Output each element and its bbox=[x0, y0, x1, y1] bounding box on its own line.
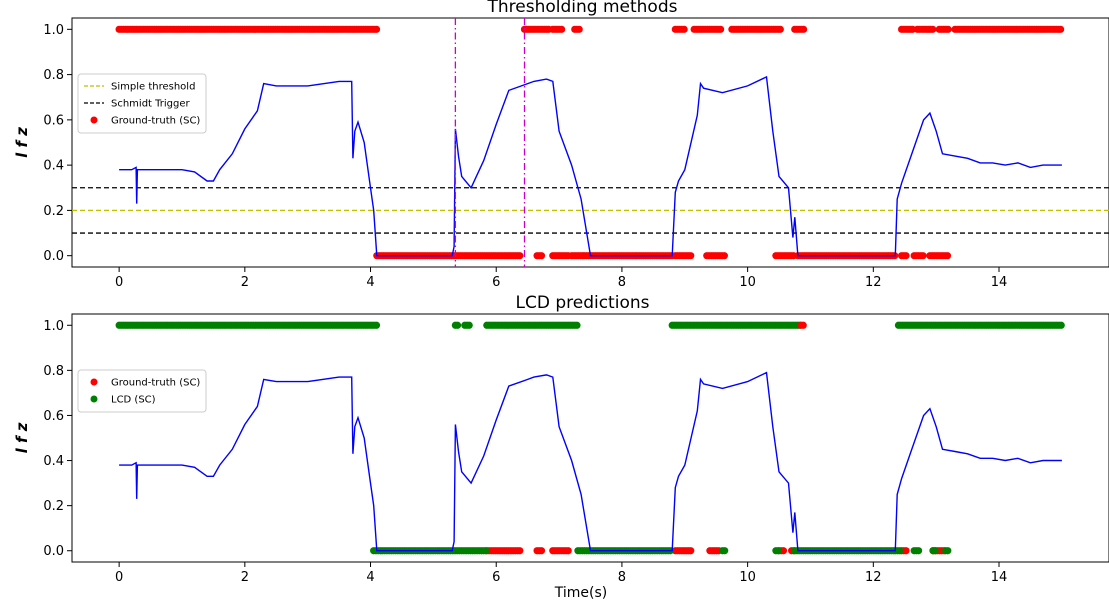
y-tick-label: 0.2 bbox=[43, 204, 64, 219]
ground-truth-zero-point bbox=[687, 547, 695, 555]
plot-area bbox=[115, 321, 1065, 555]
y-axis-label: l f z bbox=[13, 127, 31, 158]
y-tick-label: 0.6 bbox=[43, 113, 64, 128]
x-tick-label: 14 bbox=[991, 570, 1008, 585]
y-tick-label: 1.0 bbox=[43, 23, 64, 38]
legend-label: LCD (SC) bbox=[111, 395, 156, 406]
ground-truth-one-point bbox=[680, 25, 688, 33]
lcd-one-point bbox=[1057, 321, 1065, 329]
y-tick-label: 0.6 bbox=[43, 409, 64, 424]
signal-line bbox=[119, 75, 1062, 257]
ground-truth-one-point bbox=[776, 25, 784, 33]
legend-label: Ground-truth (SC) bbox=[111, 116, 200, 127]
ground-truth-one-point bbox=[372, 25, 381, 33]
lcd-one-point bbox=[453, 321, 462, 329]
ground-truth-one-point bbox=[944, 25, 952, 33]
ground-truth-zero bbox=[483, 547, 948, 555]
ground-truth-zero-point bbox=[779, 547, 788, 555]
ground-truth-zero-point bbox=[902, 547, 910, 555]
ground-truth-zero-point bbox=[902, 252, 910, 260]
legend-marker bbox=[90, 395, 98, 403]
plot-frame bbox=[71, 313, 1109, 563]
y-tick-label: 0.0 bbox=[43, 249, 64, 264]
lcd-one bbox=[115, 321, 1065, 329]
ground-truth-zero-point bbox=[919, 252, 927, 260]
ground-truth-one-point bbox=[575, 25, 583, 33]
y-tick-label: 0.8 bbox=[43, 68, 64, 83]
x-tick-label: 0 bbox=[115, 570, 123, 585]
y-axis-label: l f z bbox=[13, 422, 31, 453]
x-tick-label: 6 bbox=[492, 275, 500, 290]
ground-truth-one bbox=[115, 25, 1065, 33]
ground-truth-one-point bbox=[1057, 25, 1065, 33]
lcd-zero-point bbox=[896, 547, 904, 555]
x-tick-label: 2 bbox=[241, 570, 249, 585]
chart-title: LCD predictions bbox=[516, 293, 650, 313]
x-tick-label: 14 bbox=[991, 275, 1008, 290]
ground-truth-zero-point bbox=[687, 252, 695, 260]
ground-truth-zero-point bbox=[516, 252, 524, 260]
legend-label: Simple threshold bbox=[111, 82, 195, 93]
ground-truth-one-point bbox=[799, 25, 808, 33]
x-tick-label: 4 bbox=[366, 275, 374, 290]
ground-truth-one-point bbox=[557, 25, 566, 33]
ground-truth-one-point bbox=[929, 25, 937, 33]
lcd-one-point bbox=[372, 321, 381, 329]
x-tick-label: 12 bbox=[865, 275, 882, 290]
ground-truth-one bbox=[797, 321, 807, 329]
ground-truth-one-point bbox=[716, 25, 725, 33]
y-tick-label: 1.0 bbox=[43, 319, 64, 334]
ground-truth-one-point bbox=[799, 321, 807, 329]
lcd-zero-point bbox=[721, 547, 729, 555]
ground-truth-zero-point bbox=[537, 252, 546, 260]
legend-label: Ground-truth (SC) bbox=[111, 378, 200, 389]
x-tick-label: 4 bbox=[366, 570, 374, 585]
lcd-one-point bbox=[573, 321, 581, 329]
ground-truth-zero-point bbox=[564, 547, 572, 555]
lcd-zero-point bbox=[482, 547, 490, 555]
lcd-zero-point bbox=[774, 547, 782, 555]
y-tick-label: 0.2 bbox=[43, 499, 64, 514]
x-tick-label: 8 bbox=[618, 275, 626, 290]
ground-truth-zero-point bbox=[516, 547, 524, 555]
lcd-zero-point bbox=[914, 547, 923, 555]
y-tick-label: 0.4 bbox=[43, 454, 64, 469]
x-tick-label: 10 bbox=[739, 570, 756, 585]
plot-frame bbox=[71, 17, 1109, 268]
y-tick-label: 0.4 bbox=[43, 159, 64, 174]
x-tick-label: 0 bbox=[115, 275, 123, 290]
lcd-one-point bbox=[465, 321, 473, 329]
legend-box bbox=[77, 369, 207, 413]
legend-marker bbox=[90, 116, 98, 124]
y-tick-label: 0.8 bbox=[43, 364, 64, 379]
legend-marker bbox=[90, 378, 98, 386]
x-tick-label: 6 bbox=[492, 570, 500, 585]
ground-truth-zero-point bbox=[720, 252, 728, 260]
legend-box bbox=[77, 73, 207, 134]
y-tick-label: 0.0 bbox=[43, 544, 64, 559]
x-axis-label: Time(s) bbox=[554, 585, 607, 601]
panel-thresholding-methods: Thresholding methods l f z 0 2 4 6 8 10 12 14 0.0 0… bbox=[13, 0, 1109, 290]
ground-truth-zero-point bbox=[537, 547, 546, 555]
x-tick-label: 8 bbox=[618, 570, 626, 585]
panel-lcd-predictions: LCD predictions l f z 0 2 4 6 8 10 12 14 0.0 0.2 0.4… bbox=[13, 293, 1109, 585]
plot-area bbox=[72, 18, 1109, 267]
chart-title: Thresholding methods bbox=[487, 0, 678, 17]
x-tick-label: 2 bbox=[241, 275, 249, 290]
x-tick-label: 10 bbox=[739, 275, 756, 290]
x-tick-label: 12 bbox=[865, 570, 882, 585]
ground-truth-zero-point bbox=[943, 252, 952, 260]
lcd-zero-point bbox=[944, 547, 952, 555]
lcd-zero-point bbox=[931, 547, 939, 555]
signal-line bbox=[119, 371, 1062, 552]
legend-label: Schmidt Trigger bbox=[111, 99, 191, 110]
